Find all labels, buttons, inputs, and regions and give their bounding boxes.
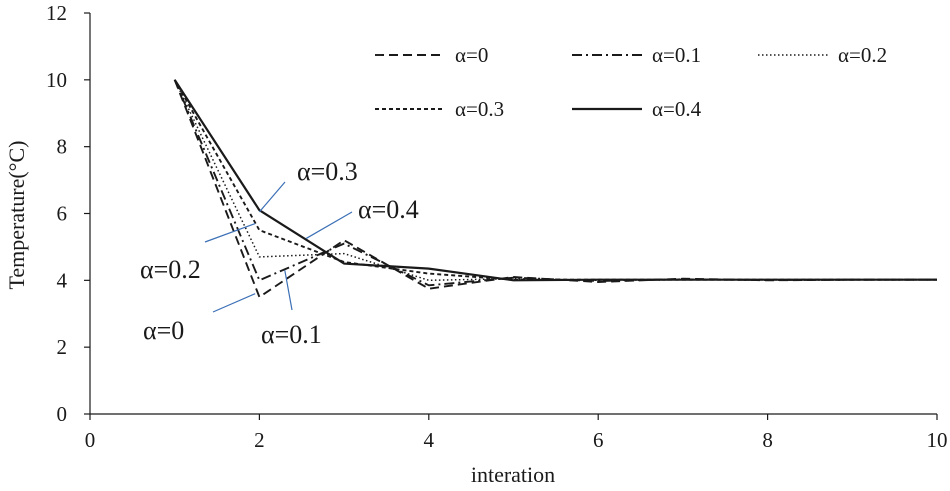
series-line	[173, 79, 937, 287]
annotation-label: α=0.2	[140, 255, 201, 284]
x-axis-title: interation	[471, 462, 555, 487]
annotation-leader	[204, 222, 256, 243]
axis-ticks: 0 2 4 6 8 10 0 2 4 6 8 10 12	[46, 1, 948, 452]
series-lines	[173, 79, 937, 299]
y-tick-label: 0	[57, 402, 68, 426]
legend-label: α=0.3	[455, 97, 504, 121]
y-tick-label: 6	[57, 202, 68, 226]
legend: α=0 α=0.1 α=0.2 α=0.3 α=0.4	[375, 43, 887, 121]
x-tick-label: 0	[85, 428, 96, 452]
y-axis-title: Temperature(°C)	[4, 141, 29, 290]
legend-label: α=0	[455, 43, 488, 67]
annotation-leader	[258, 181, 286, 213]
series-line	[173, 79, 937, 299]
series-line	[173, 79, 937, 281]
annotation-label: α=0.1	[261, 320, 322, 349]
legend-label: α=0.1	[652, 43, 701, 67]
series-line	[173, 79, 937, 282]
legend-label: α=0.2	[838, 43, 887, 67]
annotation-leader	[212, 293, 256, 313]
y-tick-label: 2	[57, 335, 68, 359]
x-tick-label: 6	[593, 428, 604, 452]
annotation-leader	[284, 270, 293, 311]
x-tick-label: 4	[424, 428, 435, 452]
legend-label: α=0.4	[652, 97, 702, 121]
annotation-leader	[305, 211, 353, 240]
annotations: α=0.3α=0.4 α=0.2 α=0 α=0.1	[140, 157, 419, 349]
x-tick-label: 2	[254, 428, 265, 452]
series-line	[174, 79, 937, 282]
y-tick-label: 8	[57, 135, 68, 159]
annotation-label: α=0.3	[297, 157, 358, 186]
y-tick-label: 10	[46, 68, 67, 92]
x-tick-label: 10	[927, 428, 948, 452]
y-tick-label: 12	[46, 1, 67, 25]
annotation-label: α=0	[143, 316, 184, 345]
annotation-label: α=0.4	[358, 195, 419, 224]
y-tick-label: 4	[57, 268, 68, 292]
x-tick-label: 8	[762, 428, 773, 452]
plot-axes	[89, 13, 937, 415]
